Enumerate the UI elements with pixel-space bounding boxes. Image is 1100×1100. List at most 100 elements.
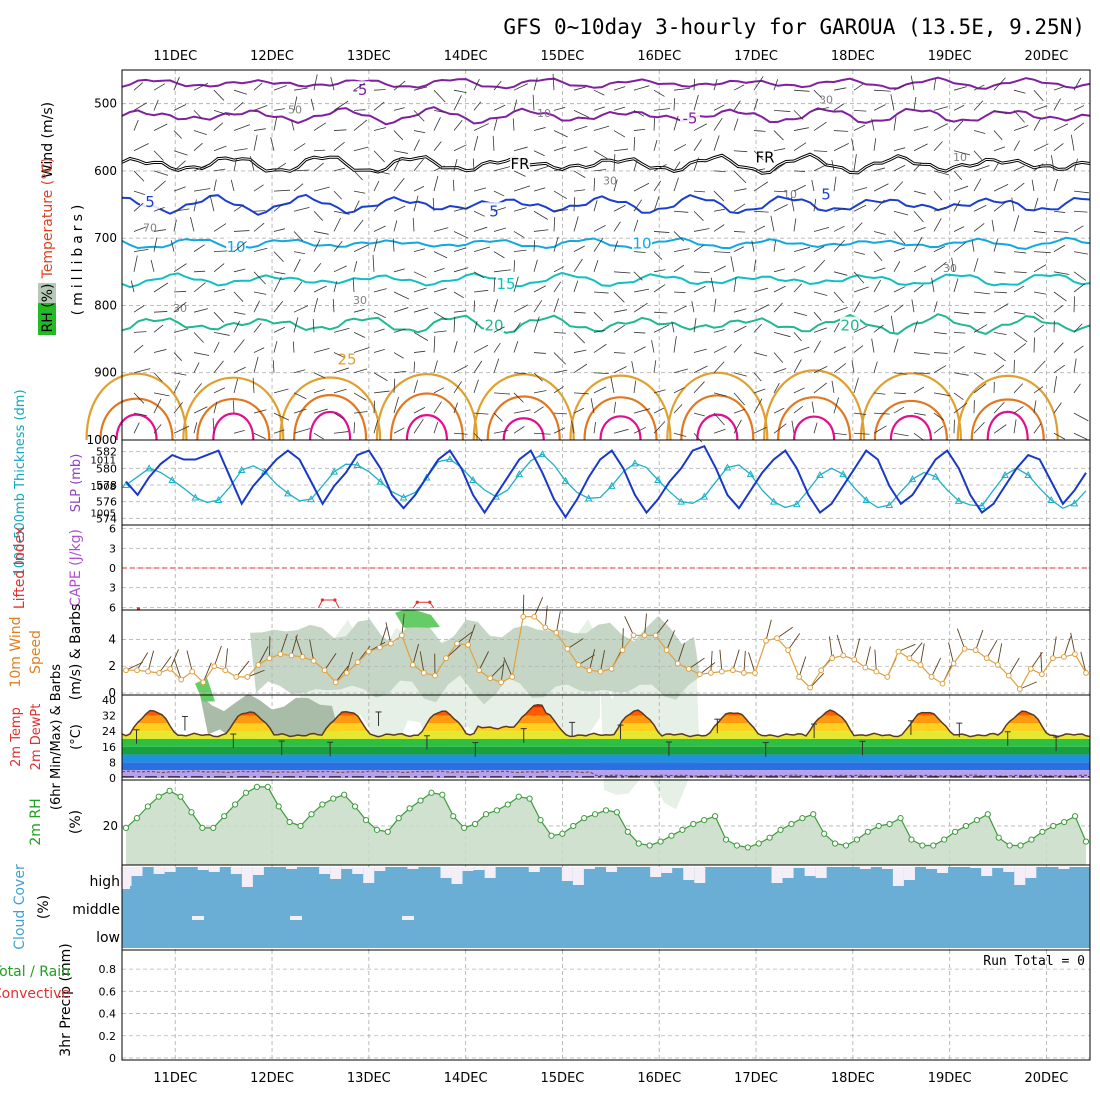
- wind-barb-upper: [733, 344, 742, 353]
- wind-barb-upper: [733, 118, 739, 131]
- wind10m-marker: [1072, 651, 1078, 658]
- wind-barb-upper: [1051, 155, 1055, 171]
- wind-barb-upper: [313, 297, 319, 313]
- cloud-level-middle: middle: [72, 902, 120, 918]
- temp-tick-32: 32: [102, 710, 116, 723]
- wind-barb-upper: [473, 344, 489, 353]
- wind-barb-upper: [633, 302, 648, 313]
- rh2m-marker: [231, 801, 239, 808]
- wind-barb-upper: [573, 189, 586, 192]
- wind-barb-upper: [993, 352, 1006, 362]
- wind-barb-upper: [193, 199, 197, 212]
- wind-barb-upper: [313, 348, 330, 353]
- wind-barb-upper: [773, 148, 786, 152]
- wind10m-marker: [398, 632, 405, 639]
- wind-barb-upper: [873, 104, 886, 111]
- wind-barb-upper: [312, 318, 315, 333]
- stability-axis-labels: Lifted Index CAPE (J/kg): [12, 527, 84, 609]
- wind-barb-upper: [613, 179, 618, 192]
- wind-barb-upper: [413, 307, 429, 313]
- cloud-gap: [771, 867, 783, 883]
- rh2m-marker: [264, 783, 271, 791]
- wind-barb-upper: [453, 95, 462, 111]
- wind10m-barb: [931, 657, 941, 678]
- wind-barb-upper: [933, 331, 947, 335]
- wind-barb-upper: [610, 376, 615, 393]
- temp-tick-8: 8: [109, 756, 116, 769]
- wind-barb-upper: [473, 78, 480, 91]
- warm-arch-magenta: [502, 417, 545, 441]
- wind-barb-upper: [293, 183, 304, 192]
- wind-barb-upper: [212, 418, 215, 434]
- wind-barb-upper: [213, 341, 220, 353]
- wind-barb-upper: [1053, 178, 1058, 192]
- wind-barb-upper: [493, 326, 505, 333]
- wind-barb-upper: [933, 246, 946, 252]
- rh2m-marker: [842, 842, 850, 849]
- wind-barb-upper: [913, 352, 930, 355]
- wind-barb-upper: [873, 199, 885, 212]
- isotherm-10: [121, 236, 1091, 250]
- wind-barb-upper: [973, 84, 985, 91]
- wind-barb-upper: [893, 392, 906, 395]
- wind-barb-upper: [671, 321, 675, 333]
- wind-barb-upper: [353, 411, 368, 414]
- wind-barb-upper: [153, 349, 167, 353]
- wind-barb-upper: [853, 251, 865, 255]
- rh-label: 30: [603, 174, 617, 187]
- wind-barb-upper: [713, 428, 726, 434]
- x-label-top-13DEC: 13DEC: [347, 49, 391, 64]
- rh2m-marker: [362, 816, 370, 824]
- wind-barb-upper: [693, 94, 699, 111]
- temp-tick-40: 40: [102, 694, 116, 707]
- rh2m-marker: [319, 801, 326, 808]
- wind-barb-upper: [1013, 332, 1028, 343]
- wind10m-barb: [732, 649, 740, 671]
- wind-barb-upper: [333, 141, 345, 152]
- wind-barb-upper: [951, 257, 955, 272]
- warm-arch-orange: [182, 376, 285, 441]
- wind-barb-upper: [713, 135, 720, 151]
- wind-barb-upper: [193, 142, 203, 152]
- rh2m-marker: [526, 795, 533, 802]
- wind10m-barb: [467, 624, 476, 645]
- wind-barb-upper: [893, 432, 909, 437]
- wind-barb-upper: [453, 316, 456, 333]
- wind-barb-upper: [893, 231, 906, 245]
- wind-barb-upper: [633, 110, 645, 117]
- wind-barb-upper: [933, 170, 950, 176]
- wind10m-barb: [874, 649, 877, 672]
- wind-barb-upper: [593, 259, 599, 272]
- wind-barb-upper: [433, 336, 436, 353]
- wind-barb-upper: [373, 170, 390, 175]
- wind-barb-upper: [993, 291, 1007, 294]
- wind-barb-upper: [413, 195, 419, 212]
- wind-barb-upper: [793, 359, 802, 373]
- wind-axis-labels: 10m Wind Speed (m/s) & Barbs: [8, 604, 84, 701]
- wind-barb-upper: [893, 338, 899, 353]
- wind-barb-upper: [753, 210, 769, 213]
- wind10m-barb: [1008, 657, 1020, 676]
- wind-barb-upper: [293, 251, 305, 255]
- wind-barb-upper: [953, 372, 969, 376]
- wind-barb-upper: [573, 146, 588, 152]
- wind-barb-upper: [1013, 165, 1025, 172]
- wind10m-barb: [379, 626, 387, 648]
- wind10m-marker: [663, 647, 670, 654]
- rh2m-marker: [995, 834, 1002, 841]
- wind-barb-upper: [413, 139, 420, 151]
- wind-barb-upper: [633, 380, 637, 393]
- warm-arch-orange: [763, 369, 866, 441]
- wind-barb-upper: [813, 246, 825, 252]
- cloud-gap: [926, 867, 938, 869]
- wind10m-barb: [624, 616, 634, 636]
- wind10m-marker: [575, 661, 582, 668]
- wind-barb-upper: [1013, 311, 1026, 315]
- wind-barb-upper: [753, 130, 766, 132]
- wind-barb-upper: [673, 305, 687, 313]
- rh2m-marker: [122, 824, 130, 832]
- rh2m-marker: [941, 836, 948, 843]
- thickness-marker: [654, 475, 662, 483]
- wind-barb-upper: [433, 287, 447, 293]
- thickness-tick-582: 582: [96, 446, 117, 459]
